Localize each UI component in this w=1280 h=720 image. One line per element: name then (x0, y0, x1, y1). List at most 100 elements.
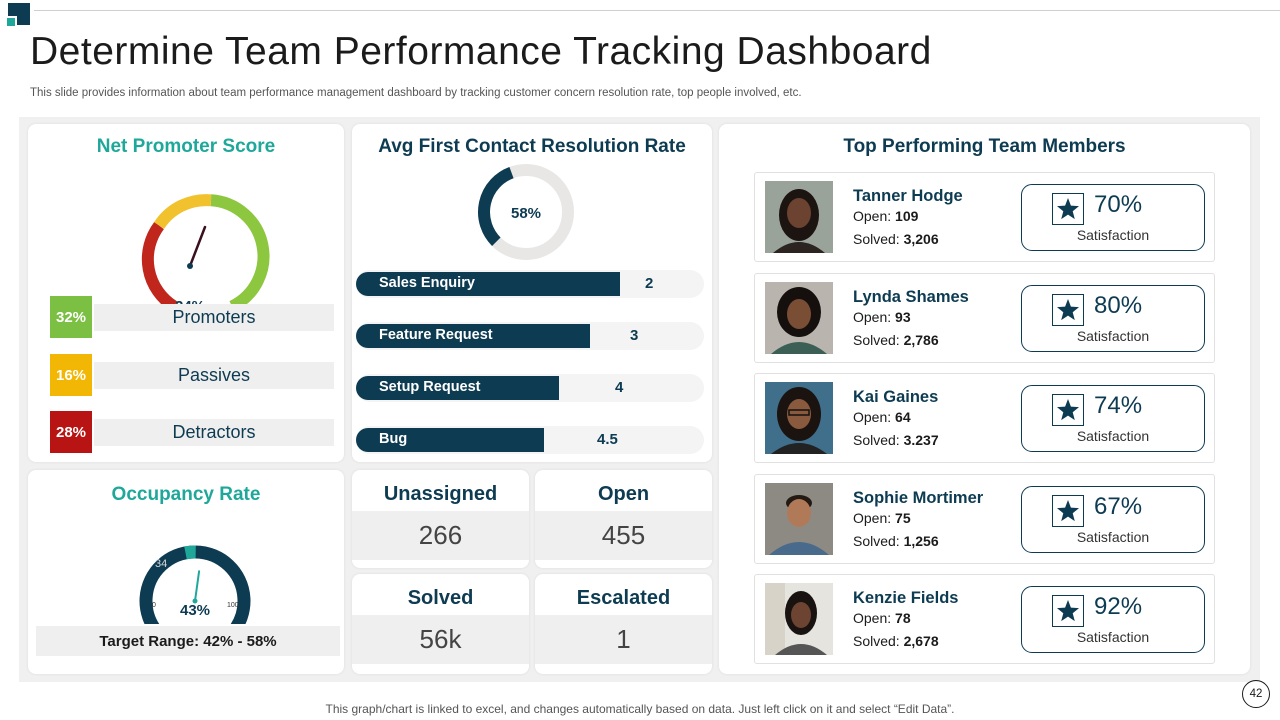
satisfaction-label: Satisfaction (1076, 227, 1150, 243)
stat-value: 1 (535, 615, 712, 664)
resolution-bar (356, 324, 590, 348)
resolution-row-sales-enquiry: Sales Enquiry 2 (356, 270, 704, 298)
satisfaction-label: Satisfaction (1076, 629, 1150, 645)
satisfaction-value: 80% (1094, 292, 1143, 319)
avatar (765, 483, 833, 555)
member-open-count: 93 (895, 309, 911, 325)
occupancy-gauge-marker (184, 545, 196, 560)
open-label: Open: (853, 309, 892, 325)
occupancy-gauge-needle (194, 570, 201, 602)
nps-label: Promoters (94, 304, 334, 331)
avatar (765, 583, 833, 655)
satisfaction-value: 70% (1094, 191, 1143, 218)
member-card[interactable]: Lynda Shames Open: 93 Solved: 2,786 80% … (754, 273, 1215, 363)
satisfaction-box: 74% Satisfaction (1021, 385, 1205, 452)
member-name: Sophie Mortimer (853, 489, 984, 507)
member-solved-count: 2,678 (903, 633, 939, 649)
stat-value: 56k (352, 615, 529, 664)
resolution-donut-arc (478, 166, 514, 246)
occupancy-min-label: 0 (152, 602, 156, 609)
occupancy-marker-label: 34 (155, 558, 167, 570)
avatar (765, 282, 833, 354)
stat-escalated: Escalated 1 (535, 574, 712, 674)
occupancy-target-range: Target Range: 42% - 58% (36, 626, 340, 656)
page-title: Determine Team Performance Tracking Dash… (30, 30, 932, 73)
nps-gauge-needle (188, 225, 207, 268)
page-number: 42 (1242, 680, 1270, 708)
satisfaction-value: 67% (1094, 493, 1143, 520)
member-open-count: 75 (895, 510, 911, 526)
satisfaction-value: 74% (1094, 392, 1143, 419)
satisfaction-box: 67% Satisfaction (1021, 486, 1205, 553)
nps-gauge-green-segment (210, 194, 270, 312)
resolution-row-feature-request: Feature Request 3 (356, 322, 704, 350)
resolution-bar (356, 376, 559, 400)
member-card[interactable]: Kai Gaines Open: 64 Solved: 3.237 74% Sa… (754, 373, 1215, 463)
member-solved-count: 3.237 (903, 432, 939, 448)
star-icon (1052, 294, 1084, 326)
resolution-bar-value: 4 (615, 379, 624, 396)
nps-row-promoters: 32% Promoters (50, 296, 334, 338)
open-label: Open: (853, 610, 892, 626)
stat-open: Open 455 (535, 470, 712, 568)
resolution-bar (356, 428, 544, 452)
star-icon (1052, 193, 1084, 225)
stat-label: Escalated (576, 587, 671, 609)
resolution-bar-label: Setup Request (379, 379, 481, 395)
top-divider (34, 10, 1280, 11)
occupancy-card: Occupancy Rate 34 0 100 43% Target Range… (28, 470, 344, 674)
satisfaction-label: Satisfaction (1076, 428, 1150, 444)
stat-value: 266 (352, 511, 529, 560)
avatar (765, 181, 833, 253)
star-icon (1052, 495, 1084, 527)
nps-label: Detractors (94, 419, 334, 446)
occupancy-max-label: 100 (227, 602, 239, 609)
stat-label: Open (597, 483, 650, 505)
resolution-bar-value: 4.5 (597, 431, 618, 448)
members-card: Top Performing Team Members Tanner Hodge… (719, 124, 1250, 674)
member-name: Kenzie Fields (853, 589, 959, 607)
member-open-count: 109 (895, 208, 919, 224)
resolution-bar-value: 3 (630, 327, 639, 344)
nps-row-detractors: 28% Detractors (50, 411, 334, 453)
solved-label: Solved: (853, 533, 900, 549)
member-open-count: 78 (895, 610, 911, 626)
satisfaction-value: 92% (1094, 593, 1143, 620)
corner-decoration-accent (5, 16, 17, 28)
members-title: Top Performing Team Members (843, 136, 1126, 157)
nps-card: Net Promoter Score 24% 32% Promoters 16%… (28, 124, 344, 462)
avatar (765, 382, 833, 454)
resolution-donut: 58% (478, 164, 574, 260)
member-card[interactable]: Tanner Hodge Open: 109 Solved: 3,206 70%… (754, 172, 1215, 262)
page-subtitle: This slide provides information about te… (30, 87, 802, 99)
nps-row-passives: 16% Passives (50, 354, 334, 396)
resolution-row-bug: Bug 4.5 (356, 426, 704, 454)
member-name: Lynda Shames (853, 288, 969, 306)
satisfaction-box: 80% Satisfaction (1021, 285, 1205, 352)
member-solved-count: 2,786 (903, 332, 939, 348)
resolution-card: Avg First Contact Resolution Rate 58% Sa… (352, 124, 712, 462)
member-solved-count: 3,206 (903, 231, 939, 247)
resolution-donut-value: 58% (511, 205, 541, 222)
occupancy-gauge-hub (192, 598, 198, 604)
open-label: Open: (853, 208, 892, 224)
star-icon (1052, 595, 1084, 627)
solved-label: Solved: (853, 633, 900, 649)
solved-label: Solved: (853, 332, 900, 348)
resolution-title: Avg First Contact Resolution Rate (378, 136, 686, 157)
nps-chip: 16% (50, 354, 92, 396)
resolution-bar-value: 2 (645, 275, 654, 292)
member-name: Tanner Hodge (853, 187, 963, 205)
star-icon (1052, 394, 1084, 426)
solved-label: Solved: (853, 231, 900, 247)
member-card[interactable]: Kenzie Fields Open: 78 Solved: 2,678 92%… (754, 574, 1215, 664)
member-open-count: 64 (895, 409, 911, 425)
satisfaction-box: 70% Satisfaction (1021, 184, 1205, 251)
resolution-bar (356, 272, 620, 296)
open-label: Open: (853, 510, 892, 526)
satisfaction-label: Satisfaction (1076, 529, 1150, 545)
member-card[interactable]: Sophie Mortimer Open: 75 Solved: 1,256 6… (754, 474, 1215, 564)
nps-title: Net Promoter Score (96, 136, 276, 157)
stat-label: Unassigned (383, 483, 498, 505)
stat-solved: Solved 56k (352, 574, 529, 674)
